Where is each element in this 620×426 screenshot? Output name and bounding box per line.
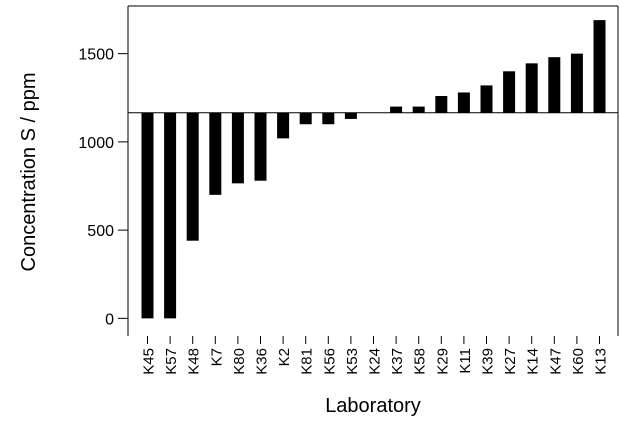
x-axis-label: Laboratory <box>325 395 421 417</box>
x-tick-label-k47: K47 <box>547 348 564 375</box>
labels: 0 500 1000 1500 K45 K57 K48 K7 K80 K36 K2 K81 K56 K53… <box>18 47 610 417</box>
bar-k36 <box>254 112 267 181</box>
bar-k58 <box>412 106 425 113</box>
bar-k56 <box>322 112 335 125</box>
bar-k57 <box>164 112 177 319</box>
x-tick-label-k45: K45 <box>141 348 158 375</box>
bar-k14 <box>525 63 538 113</box>
bar-k53 <box>344 112 357 119</box>
bar-k11 <box>457 92 470 113</box>
x-tick-label-k14: K14 <box>525 348 542 375</box>
x-tick-label-k13: K13 <box>593 348 610 375</box>
y-tick-label-500: 500 <box>87 223 114 240</box>
bar-k48 <box>186 112 199 241</box>
bar-k39 <box>480 85 493 113</box>
bar-k7 <box>209 112 222 195</box>
bar-k81 <box>299 112 312 125</box>
x-tick-label-k7: K7 <box>208 348 225 366</box>
y-tick-label-1000: 1000 <box>78 135 114 152</box>
bar-k37 <box>390 106 403 113</box>
bar-k27 <box>503 71 516 113</box>
x-tick-label-k57: K57 <box>163 348 180 375</box>
x-tick-label-k27: K27 <box>502 348 519 375</box>
axes <box>118 5 619 344</box>
x-tick-label-k81: K81 <box>299 348 316 375</box>
bar-k13 <box>593 20 606 113</box>
x-tick-label-k80: K80 <box>231 348 248 375</box>
bar-k47 <box>548 57 561 113</box>
bar-k29 <box>435 96 448 113</box>
bar-k60 <box>570 53 583 113</box>
x-tick-label-k37: K37 <box>389 348 406 375</box>
bar-k80 <box>231 112 244 184</box>
x-tick-label-k36: K36 <box>254 348 271 375</box>
x-tick-label-k60: K60 <box>570 348 587 375</box>
bars <box>141 20 606 319</box>
x-tick-label-k24: K24 <box>367 348 384 375</box>
x-tick-label-k11: K11 <box>457 348 474 374</box>
y-tick-label-0: 0 <box>105 311 114 328</box>
bar-k2 <box>277 112 290 139</box>
bar-k45 <box>141 112 154 319</box>
x-tick-label-k2: K2 <box>276 348 293 366</box>
x-tick-label-k29: K29 <box>434 348 451 375</box>
x-tick-label-k56: K56 <box>321 348 338 375</box>
x-tick-label-k58: K58 <box>412 348 429 375</box>
y-axis-label: Concentration S / ppm <box>18 73 40 272</box>
x-tick-label-k48: K48 <box>186 348 203 375</box>
x-tick-label-k53: K53 <box>344 348 361 375</box>
x-tick-label-k39: K39 <box>480 348 497 375</box>
y-tick-label-1500: 1500 <box>78 47 114 64</box>
